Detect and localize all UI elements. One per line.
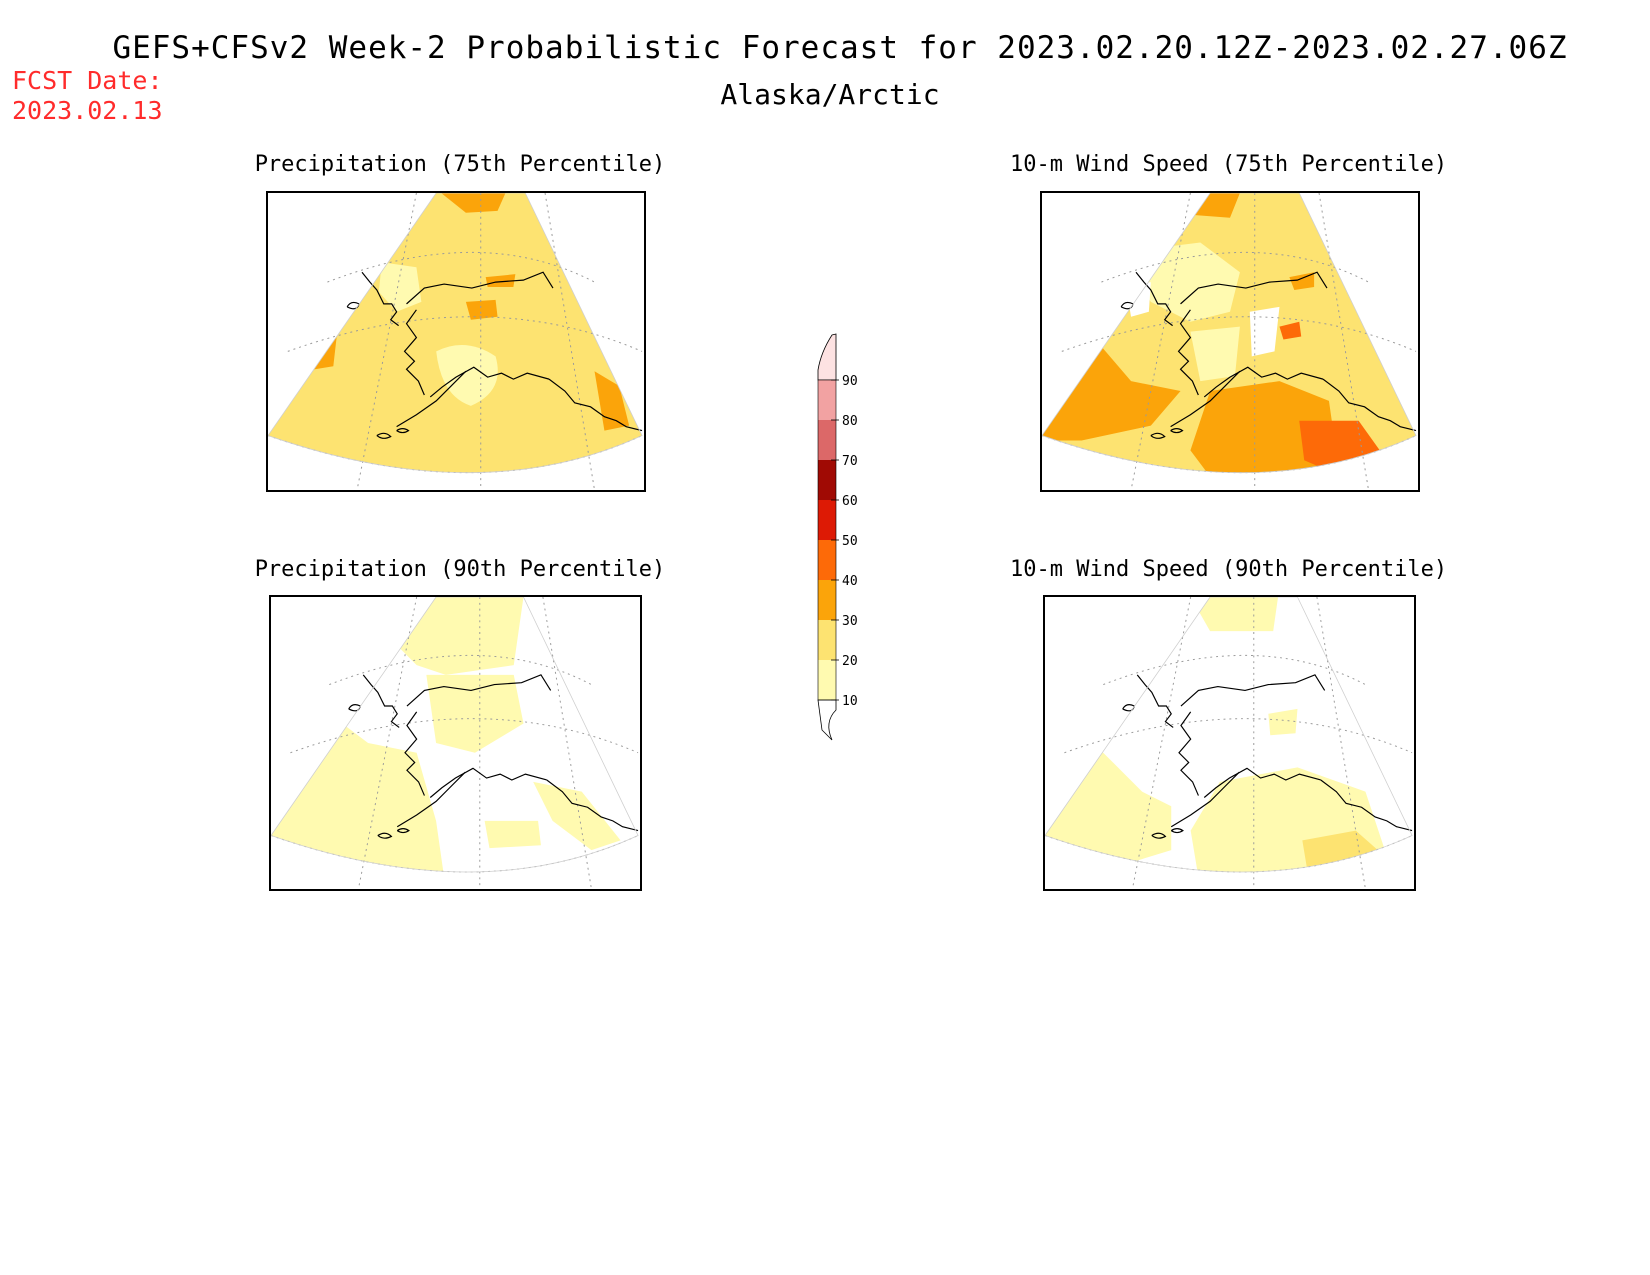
forecast-date-label: FCST Date: — [12, 66, 163, 95]
panel-title-precip-90: Precipitation (90th Percentile) — [254, 557, 666, 582]
panel-title-wind-75: 10-m Wind Speed (75th Percentile) — [1010, 152, 1448, 177]
colorbar-tick-label: 30 — [842, 614, 858, 629]
probability-contour — [436, 345, 498, 406]
probability-contour — [1249, 306, 1280, 357]
colorbar-segment — [818, 460, 836, 500]
colorbar-lower-cap — [817, 699, 837, 741]
probability-contour — [302, 331, 338, 372]
map-panel-wind-90 — [1043, 595, 1416, 891]
probability-contour — [465, 299, 498, 320]
probability-contour — [426, 674, 524, 753]
region-subtitle: Alaska/Arctic — [720, 78, 940, 111]
page-title: GEFS+CFSv2 Week-2 Probabilistic Forecast… — [112, 30, 1568, 66]
probability-contour — [1279, 321, 1302, 340]
graticule — [268, 193, 643, 490]
domain-outline — [1042, 193, 1417, 474]
coastline — [346, 271, 643, 439]
map-panel-precip-75 — [266, 191, 646, 492]
colorbar-segment — [818, 580, 836, 620]
map-svg — [271, 597, 639, 889]
probability-contour — [533, 781, 621, 851]
colorbar-tick-label: 70 — [842, 454, 858, 469]
colorbar-tick-label: 10 — [842, 694, 858, 709]
probability-contour — [1190, 326, 1240, 382]
domain-outline — [271, 597, 639, 873]
map-svg — [1045, 597, 1413, 889]
probability-colorbar: 90 80 70 60 50 40 30 20 10 — [817, 333, 858, 741]
probability-contour — [441, 193, 506, 213]
probability-contour — [1268, 708, 1298, 736]
map-panel-precip-90 — [269, 595, 642, 891]
probability-contour — [485, 274, 516, 288]
coastline — [348, 674, 639, 839]
panel-title-wind-90: 10-m Wind Speed (90th Percentile) — [1010, 557, 1448, 582]
colorbar-tick-label: 40 — [842, 574, 858, 589]
domain-outline — [1045, 597, 1413, 873]
colorbar-segment — [818, 620, 836, 660]
colorbar-tick-label: 60 — [842, 494, 858, 509]
probability-contour — [1190, 597, 1279, 632]
colorbar-segment — [818, 660, 836, 700]
colorbar-segment — [818, 420, 836, 460]
forecast-date-block: FCST Date: 2023.02.13 — [12, 66, 163, 126]
colorbar-upper-cap — [817, 333, 837, 381]
domain-outline — [268, 193, 643, 474]
colorbar-tick-label: 50 — [842, 534, 858, 549]
colorbar-segment — [818, 500, 836, 540]
map-panel-wind-75 — [1040, 191, 1420, 492]
coastline — [1122, 674, 1413, 839]
colorbar-tick-label: 20 — [842, 654, 858, 669]
coastline — [1120, 271, 1417, 439]
probability-contour — [484, 820, 541, 849]
graticule — [1042, 193, 1417, 490]
panel-title-precip-75: Precipitation (75th Percentile) — [254, 152, 666, 177]
map-svg — [1042, 193, 1417, 490]
map-svg — [268, 193, 643, 490]
colorbar-segment — [818, 540, 836, 580]
forecast-date-value: 2023.02.13 — [12, 96, 163, 125]
probability-contour — [1289, 272, 1315, 291]
colorbar-tick-label: 80 — [842, 414, 858, 429]
colorbar-tick-label: 90 — [842, 374, 858, 389]
probability-contour — [1190, 381, 1339, 473]
colorbar-segment — [818, 380, 836, 420]
